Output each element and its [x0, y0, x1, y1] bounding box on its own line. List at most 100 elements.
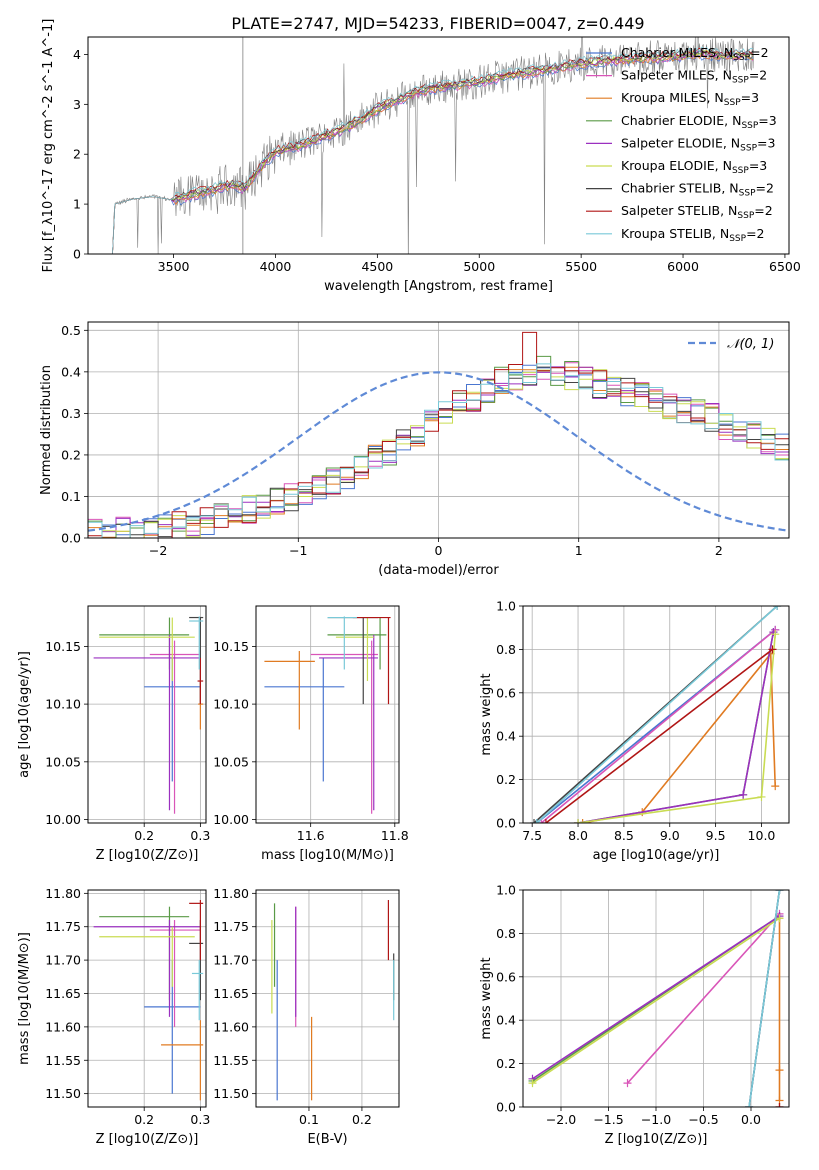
y-tick-label: 0.6 [496, 969, 516, 984]
model-line-salpeter-miles [112, 54, 754, 254]
point-kroupa-elodie [99, 926, 195, 987]
mass-weight-vs-age-frame [522, 605, 790, 824]
x-tick-label: −2.0 [546, 1112, 576, 1127]
series-marker [537, 819, 546, 823]
series-chabrier-miles [532, 625, 780, 823]
series-kroupa-stelib [532, 606, 782, 823]
point-chabrier-miles [264, 657, 345, 782]
model-line-chabrier-stelib [112, 49, 754, 254]
legend-entry: Chabrier STELIB, NSSP=2 [621, 181, 774, 199]
mass-weight-vs-age-axes: 7.5 8.0 8.5 9.0 9.5 10.0 0.0 0.2 0.4 0.6 0.8 1.0 age… [479, 599, 789, 863]
x-axis-label: Z [log10(Z/Z⊙)] [96, 848, 199, 863]
x-tick-label: 0.1 [299, 1112, 319, 1127]
y-tick-label: 0.4 [496, 729, 516, 744]
y-tick-label: 11.55 [45, 1053, 81, 1068]
x-tick-label: 8.5 [614, 828, 634, 843]
x-tick-label: 5500 [565, 259, 597, 274]
y-tick-label: 0.2 [496, 772, 516, 787]
y-tick-label: 1.0 [496, 599, 516, 614]
x-tick-label: −1.0 [641, 1112, 671, 1127]
mass-weight-vs-Z-axes: −2.0 −1.5 −1.0 −0.5 0.0 0.0 0.2 0.4 0.6 0.8 1.0 Z [… [479, 883, 789, 1147]
y-axis-label: Flux [f_λ10^-17 erg cm^-2 s^-1 A^-1] [41, 19, 56, 273]
x-tick-label: 10.0 [748, 828, 776, 843]
point-kroupa-elodie [99, 617, 195, 682]
legend-entry: Kroupa STELIB, NSSP=2 [621, 226, 765, 244]
x-tick-label: 9.5 [706, 828, 726, 843]
series-kroupa-elodie [574, 630, 780, 823]
y-tick-label: 10.15 [45, 639, 81, 654]
x-axis-label: mass [log10(M/M⊙)] [261, 848, 394, 863]
age-vs-Z-axes: 0.2 0.3 10.00 10.05 10.10 10.15 Z [log10(Z/Z⊙)… [17, 606, 210, 863]
series-kroupa-elodie [528, 914, 784, 1088]
y-tick-label: 0.0 [496, 816, 516, 831]
x-tick-label: 11.8 [381, 828, 409, 843]
residuals-axes: −2 −1 0 1 2 0.0 0.1 0.2 0.3 0.4 0.5 (data-model)/er… [39, 322, 790, 578]
legend-n: =2 [749, 68, 767, 83]
series-marker [775, 890, 784, 894]
series-line [532, 917, 780, 1084]
x-tick-label: 0.2 [352, 1112, 372, 1127]
legend-sub: SSP [732, 166, 749, 176]
point-salpeter-stelib [197, 657, 204, 705]
series-chabrier-elodie [574, 628, 778, 823]
y-tick-label: 2 [73, 147, 81, 162]
series-marker [768, 645, 777, 654]
y-tick-label: 0.2 [496, 1056, 516, 1071]
x-tick-label: 4000 [260, 259, 292, 274]
residuals-frame [87, 321, 790, 539]
point-kroupa-miles [161, 1020, 204, 1101]
y-tick-label: 0.1 [61, 489, 81, 504]
hist-chabrier-elodie [88, 355, 789, 538]
series-line [540, 629, 776, 823]
series-marker [528, 1079, 537, 1088]
x-tick-label: 1 [575, 543, 583, 558]
series-kroupa-miles [578, 649, 780, 823]
age-vs-Z-frame [87, 605, 207, 824]
series-marker [530, 819, 539, 823]
legend-entry: Salpeter MILES, NSSP=2 [621, 68, 767, 86]
y-tick-label: 11.65 [213, 986, 249, 1001]
point-chabrier-stelib [327, 616, 378, 705]
y-tick-label: 1 [73, 197, 81, 212]
legend-n: =2 [750, 45, 768, 60]
hist-salpeter-stelib [88, 331, 789, 538]
series-marker [769, 628, 778, 637]
legend-entry: Salpeter STELIB, NSSP=2 [621, 203, 773, 221]
y-axis-label: age [log10(age/yr)] [17, 651, 32, 778]
series-salpeter-stelib [775, 1103, 784, 1107]
point-kroupa-stelib [189, 616, 204, 670]
legend-sub: SSP [729, 234, 746, 244]
x-tick-label: −1.5 [593, 1112, 623, 1127]
y-tick-label: 10.10 [213, 697, 249, 712]
y-axis-label: mass [log10(M/M⊙)] [17, 932, 32, 1065]
x-axis-label: Z [log10(Z/Z⊙)] [605, 1132, 708, 1147]
spectrum-axes: 3500 4000 4500 5000 5500 6000 6500 0 1 2 3 4 wavelen… [41, 19, 801, 294]
series-marker [771, 630, 780, 639]
mass-weight-vs-Z-frame [522, 889, 790, 1108]
y-tick-label: 0.5 [61, 323, 81, 338]
y-tick-label: 1.0 [496, 883, 516, 898]
series-marker [574, 819, 583, 823]
y-axis-label: mass weight [479, 957, 494, 1039]
legend-entry: 𝒩(0, 1) [727, 337, 774, 352]
y-tick-label: 11.50 [45, 1086, 81, 1101]
series-line [532, 915, 780, 1080]
series-marker [771, 782, 780, 791]
y-tick-label: 0 [73, 247, 81, 262]
x-tick-label: 0.3 [190, 1112, 210, 1127]
series-marker [623, 1079, 632, 1088]
y-tick-label: 10.00 [213, 812, 249, 827]
hist-chabrier-stelib [88, 366, 789, 538]
x-tick-label: 2 [715, 543, 723, 558]
x-tick-label: 0.2 [134, 1112, 154, 1127]
x-axis-label: age [log10(age/yr)] [593, 848, 720, 863]
model-line-salpeter-stelib [112, 47, 754, 254]
legend-sub: SSP [741, 121, 758, 131]
legend-sub: SSP [724, 98, 741, 108]
y-tick-label: 10.10 [45, 697, 81, 712]
y-tick-label: 0.6 [496, 685, 516, 700]
legend-entry: Kroupa MILES, NSSP=3 [621, 90, 759, 108]
residuals-legend: 𝒩(0, 1) [688, 337, 774, 352]
point-salpeter-stelib [189, 900, 204, 961]
